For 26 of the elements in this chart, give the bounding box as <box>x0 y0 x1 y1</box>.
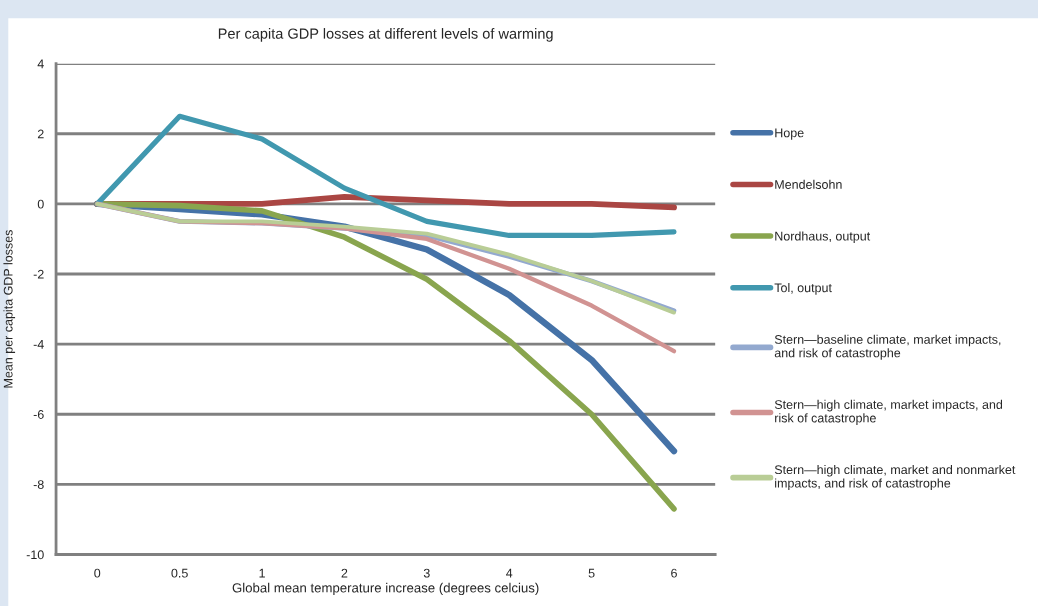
y-tick-label: 2 <box>37 129 44 139</box>
legend-label: Stern—high climate, market and nonmarket impacts, and risk of catastrophe <box>774 464 1016 491</box>
y-tick-label: 4 <box>37 59 44 69</box>
y-axis-title: Mean per capita GDP losses <box>3 230 16 388</box>
legend-label: Stern—high climate, market impacts, and risk of catastrophe <box>774 399 1003 425</box>
legend-label: Stern—baseline climate, market impacts, and risk of catastrophe <box>774 334 1001 360</box>
y-tick-label: -4 <box>33 340 44 349</box>
y-tick-label: -8 <box>33 480 44 490</box>
x-tick-label: 0 <box>94 568 101 578</box>
legend-label: Mendelsohn <box>775 179 842 189</box>
legend-label: Nordhaus, output <box>775 231 871 244</box>
x-tick-label: 4 <box>506 568 513 578</box>
x-tick-label: 2 <box>341 568 348 578</box>
x-axis-title: Global mean temperature increase (degrees celcius) <box>232 582 539 596</box>
y-tick-label: -10 <box>26 550 44 560</box>
x-tick-label: 5 <box>588 568 595 578</box>
x-tick-label: 1 <box>259 568 265 578</box>
x-tick-label: 3 <box>423 568 430 578</box>
chart-title: Per capita GDP losses at different levels of warming <box>218 28 553 42</box>
x-tick-label: 0.5 <box>171 568 188 578</box>
x-tick-label: 6 <box>671 568 677 578</box>
legend-label: Hope <box>775 128 804 140</box>
y-tick-label: -6 <box>33 410 44 419</box>
legend-label: Tol, output <box>774 283 832 295</box>
y-tick-label: -2 <box>33 269 44 279</box>
y-tick-label: 0 <box>37 199 44 209</box>
